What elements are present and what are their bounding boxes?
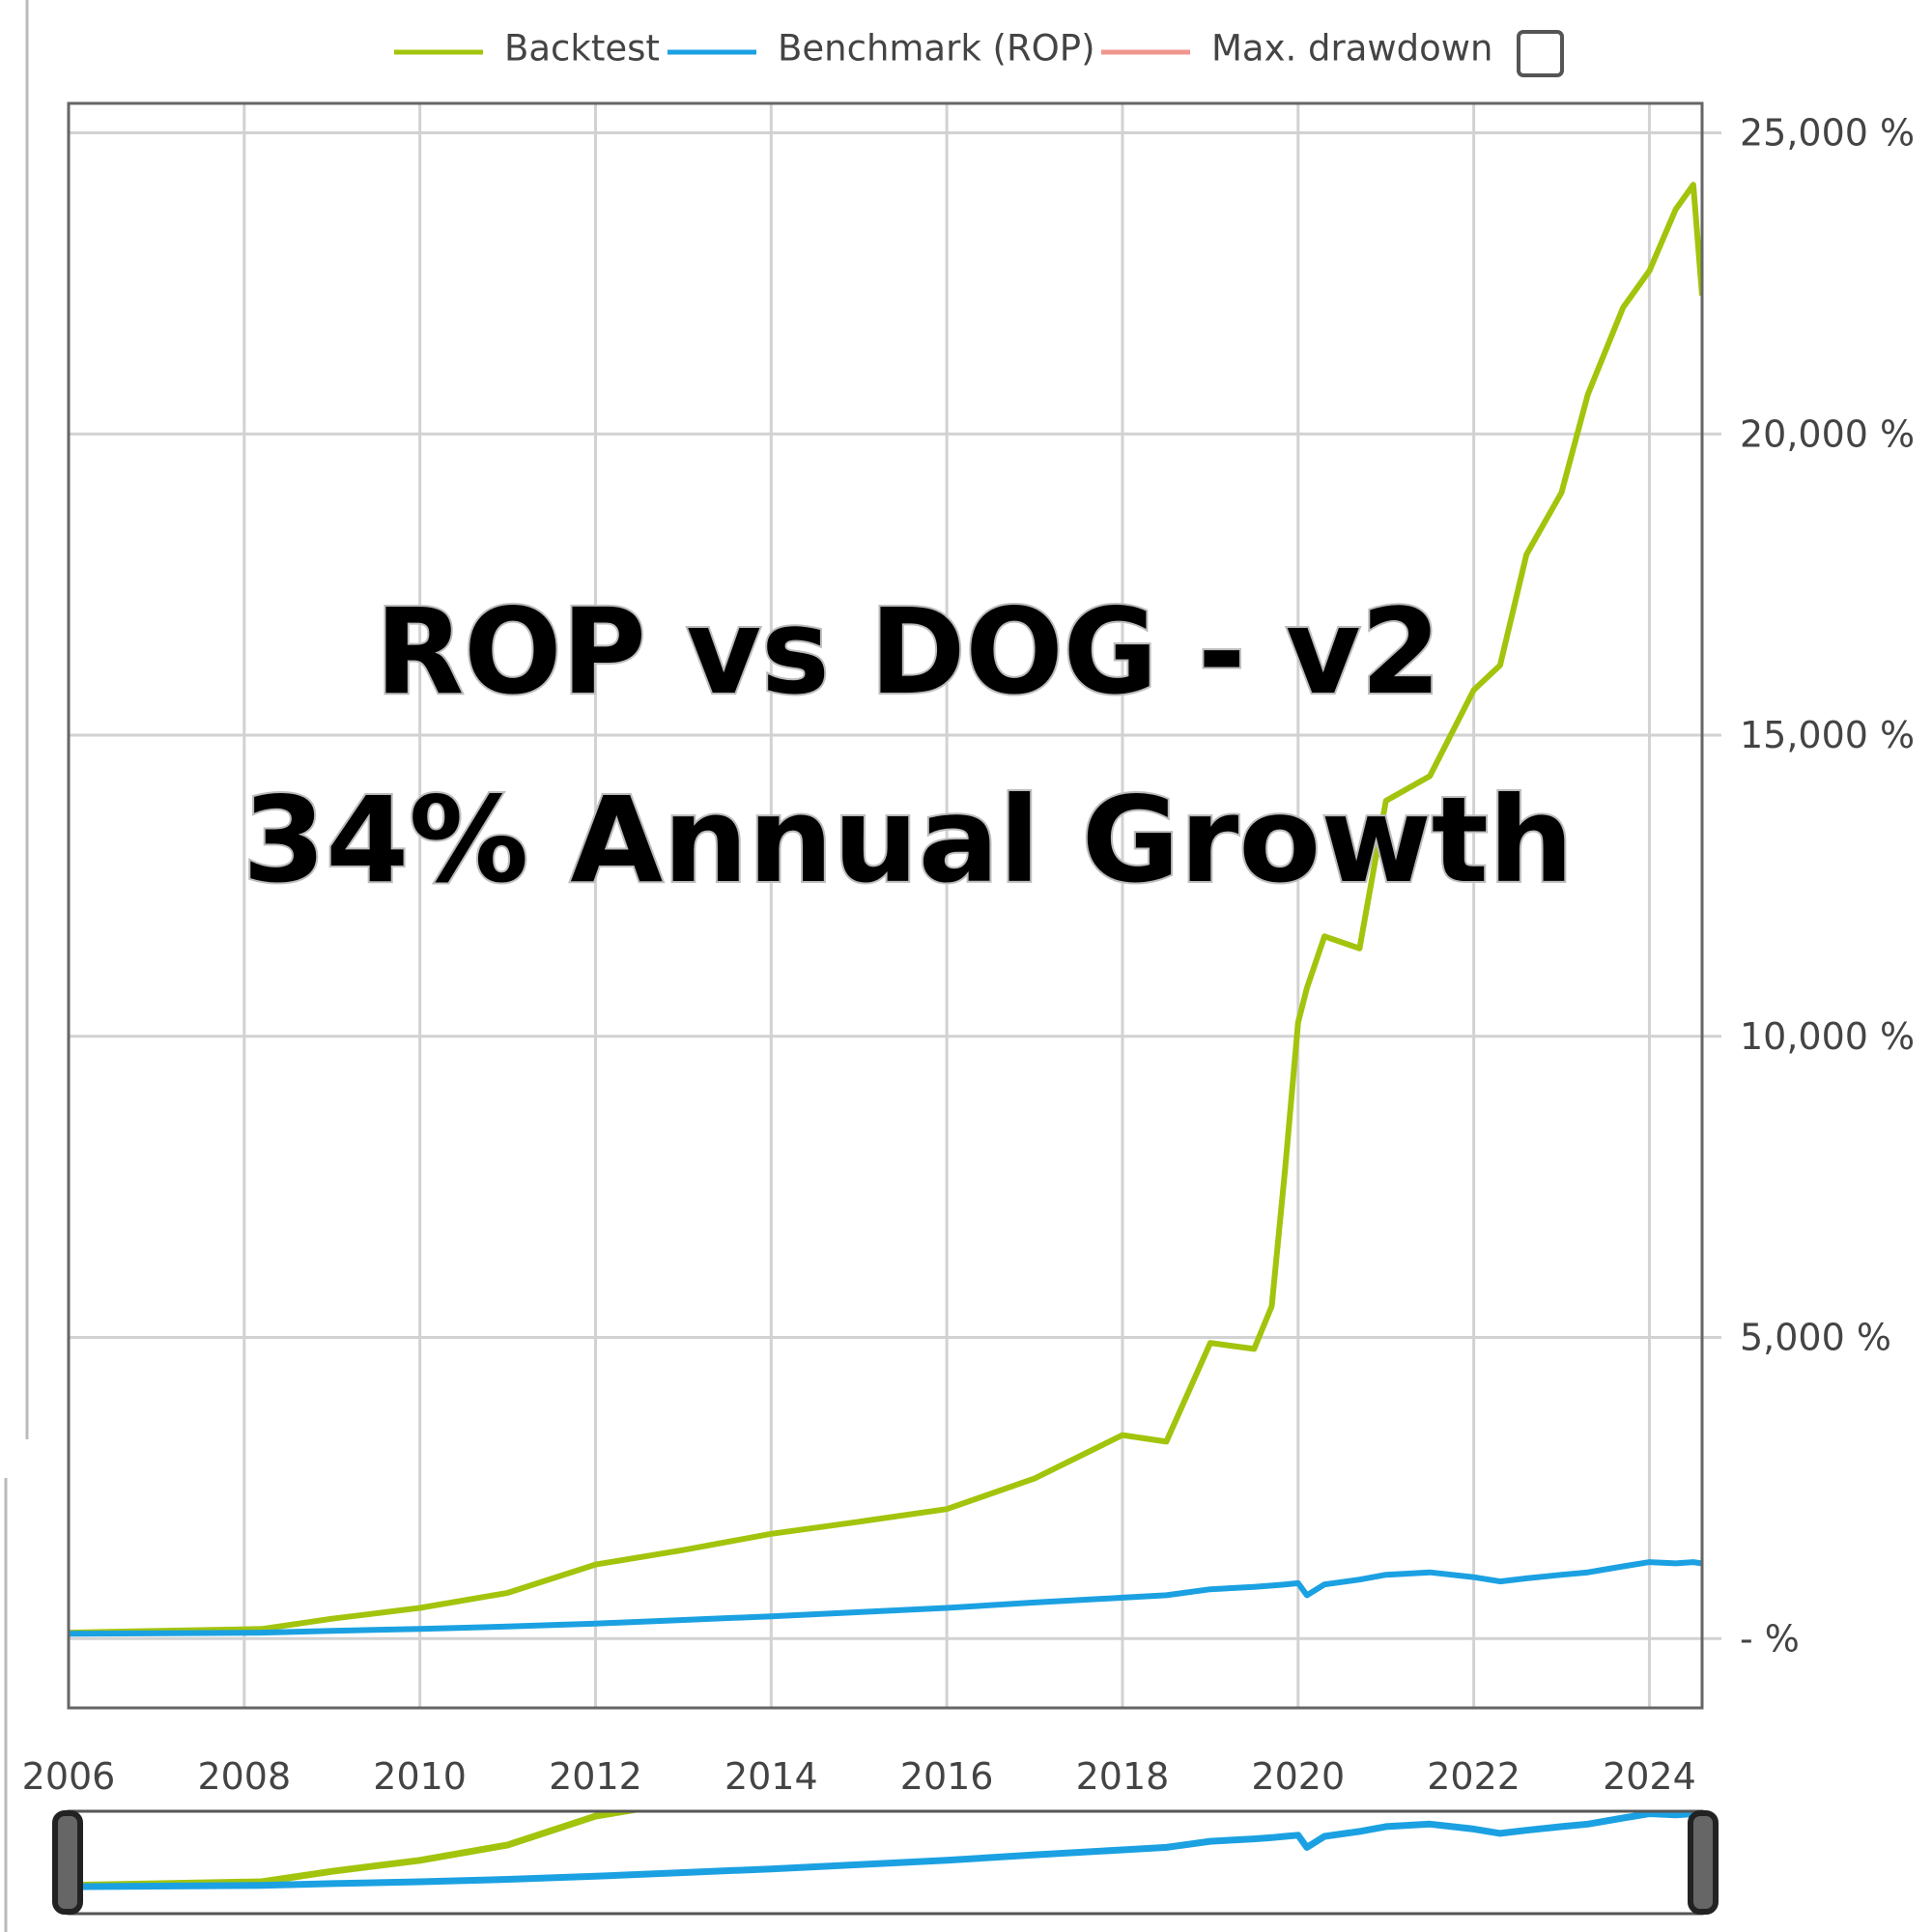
y-tick-label: 15,000 %	[1740, 714, 1915, 756]
x-tick-label: 2020	[1251, 1755, 1345, 1798]
legend-label: Backtest	[504, 28, 660, 70]
plot-frame	[67, 101, 1704, 1710]
x-tick-label: 2008	[197, 1755, 291, 1798]
series-line	[69, 182, 1702, 1636]
x-tick-label: 2010	[373, 1755, 467, 1798]
y-tick-label: 20,000 %	[1740, 412, 1915, 455]
navigator-handle[interactable]	[52, 1810, 83, 1915]
overlay-title: ROP vs DOG - v2	[376, 583, 1441, 721]
y-tick-label: - %	[1740, 1617, 1800, 1660]
legend-checkbox[interactable]	[1517, 30, 1564, 77]
x-tick-label: 2006	[22, 1755, 116, 1798]
x-tick-label: 2022	[1427, 1755, 1520, 1798]
navigator-line	[69, 1811, 1702, 1890]
x-tick-label: 2012	[549, 1755, 642, 1798]
x-tick-label: 2018	[1076, 1755, 1170, 1798]
y-tick-label: 5,000 %	[1740, 1317, 1891, 1359]
overlay-subtitle: 34% Annual Growth	[242, 772, 1574, 909]
series-line	[69, 1559, 1702, 1637]
y-tick-label: 25,000 %	[1740, 112, 1915, 155]
x-tick-label: 2016	[900, 1755, 994, 1798]
legend-label: Max. drawdown	[1211, 28, 1492, 70]
x-tick-label: 2014	[724, 1755, 818, 1798]
legend-label: Benchmark (ROP)	[778, 28, 1095, 70]
y-tick-label: 10,000 %	[1740, 1015, 1915, 1058]
x-tick-label: 2024	[1603, 1755, 1696, 1798]
navigator-handle[interactable]	[1688, 1810, 1719, 1915]
